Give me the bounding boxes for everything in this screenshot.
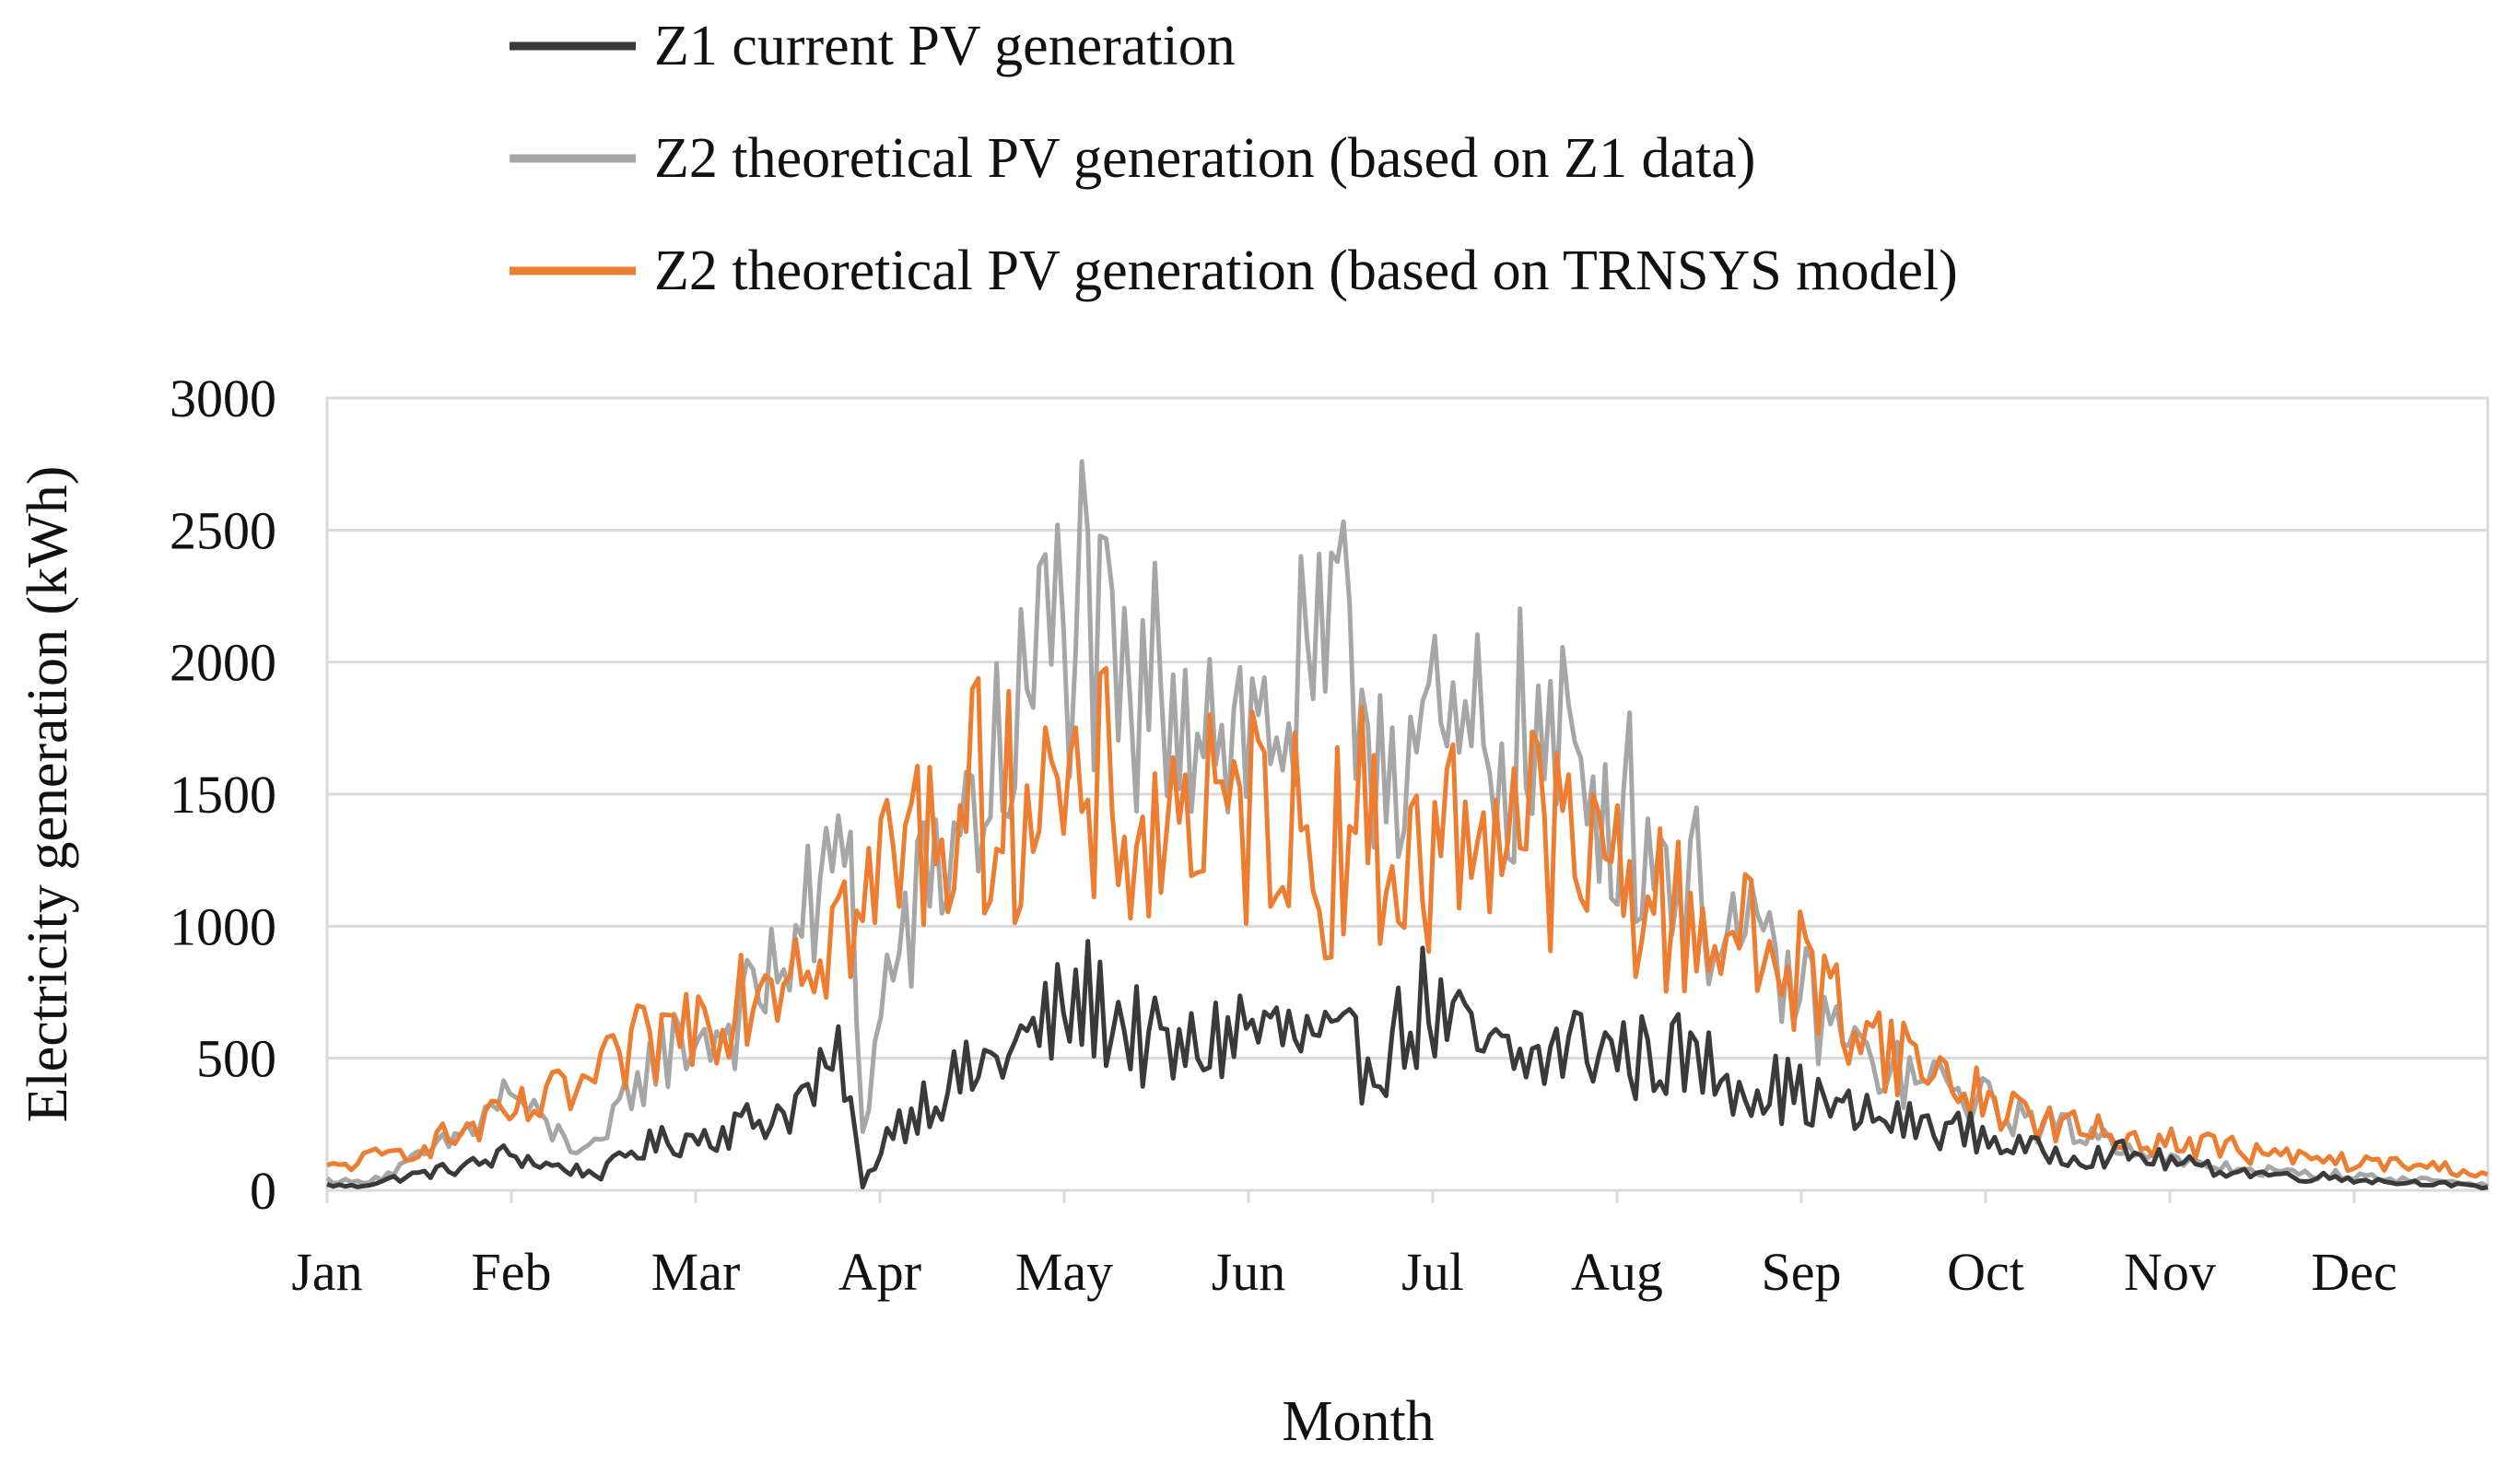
x-tick-label-feb: Feb [472, 1242, 552, 1302]
x-tick-label-nov: Nov [2124, 1242, 2216, 1302]
legend-label-z2-trnsys: Z2 theoretical PV generation (based on T… [654, 240, 1958, 302]
series-lines [325, 459, 2490, 1191]
series-line-z2-trnsys [326, 665, 2489, 1179]
legend-item-z2-trnsys: Z2 theoretical PV generation (based on T… [510, 240, 1958, 302]
plot-area [325, 396, 2490, 1203]
x-tick-label-jul: Jul [1401, 1242, 1464, 1302]
y-axis-title: Electricity generation (kWh) [17, 466, 79, 1123]
y-tick-label-3000: 3000 [170, 369, 276, 428]
legend-label-z1: Z1 current PV generation [654, 15, 1236, 77]
x-axis-title: Month [1282, 1390, 1434, 1453]
series-line-z2-z1data [325, 459, 2490, 1188]
legend-label-z2-z1data: Z2 theoretical PV generation (based on Z… [654, 127, 1755, 190]
x-tick-label-may: May [1015, 1242, 1113, 1302]
series-line-z1 [326, 939, 2489, 1191]
x-tick-marks [325, 1190, 2356, 1203]
gridlines [327, 528, 2488, 1060]
y-tick-labels: 0 500 1000 1500 2000 2500 3000 [170, 369, 276, 1221]
y-tick-label-1000: 1000 [170, 896, 276, 956]
x-tick-label-jan: Jan [291, 1242, 362, 1302]
legend: Z1 current PV generation Z2 theoretical … [510, 15, 1958, 302]
y-tick-label-1500: 1500 [170, 765, 276, 825]
legend-item-z1: Z1 current PV generation [510, 15, 1236, 77]
x-tick-label-jun: Jun [1212, 1242, 1286, 1302]
y-tick-label-500: 500 [196, 1029, 276, 1089]
x-tick-label-mar: Mar [651, 1242, 741, 1302]
legend-item-z2-z1data: Z2 theoretical PV generation (based on Z… [510, 127, 1755, 190]
x-tick-label-aug: Aug [1571, 1242, 1663, 1302]
x-tick-label-sep: Sep [1762, 1242, 1842, 1302]
x-tick-label-oct: Oct [1947, 1242, 2024, 1302]
x-tick-label-dec: Dec [2311, 1242, 2397, 1302]
y-tick-label-2000: 2000 [170, 633, 276, 693]
x-tick-labels: Jan Feb Mar Apr May Jun Jul Aug Sep Oct Nov Dec [291, 1242, 2397, 1302]
x-tick-label-apr: Apr [838, 1242, 921, 1302]
y-tick-label-2500: 2500 [170, 500, 276, 560]
y-tick-label-0: 0 [250, 1161, 276, 1221]
